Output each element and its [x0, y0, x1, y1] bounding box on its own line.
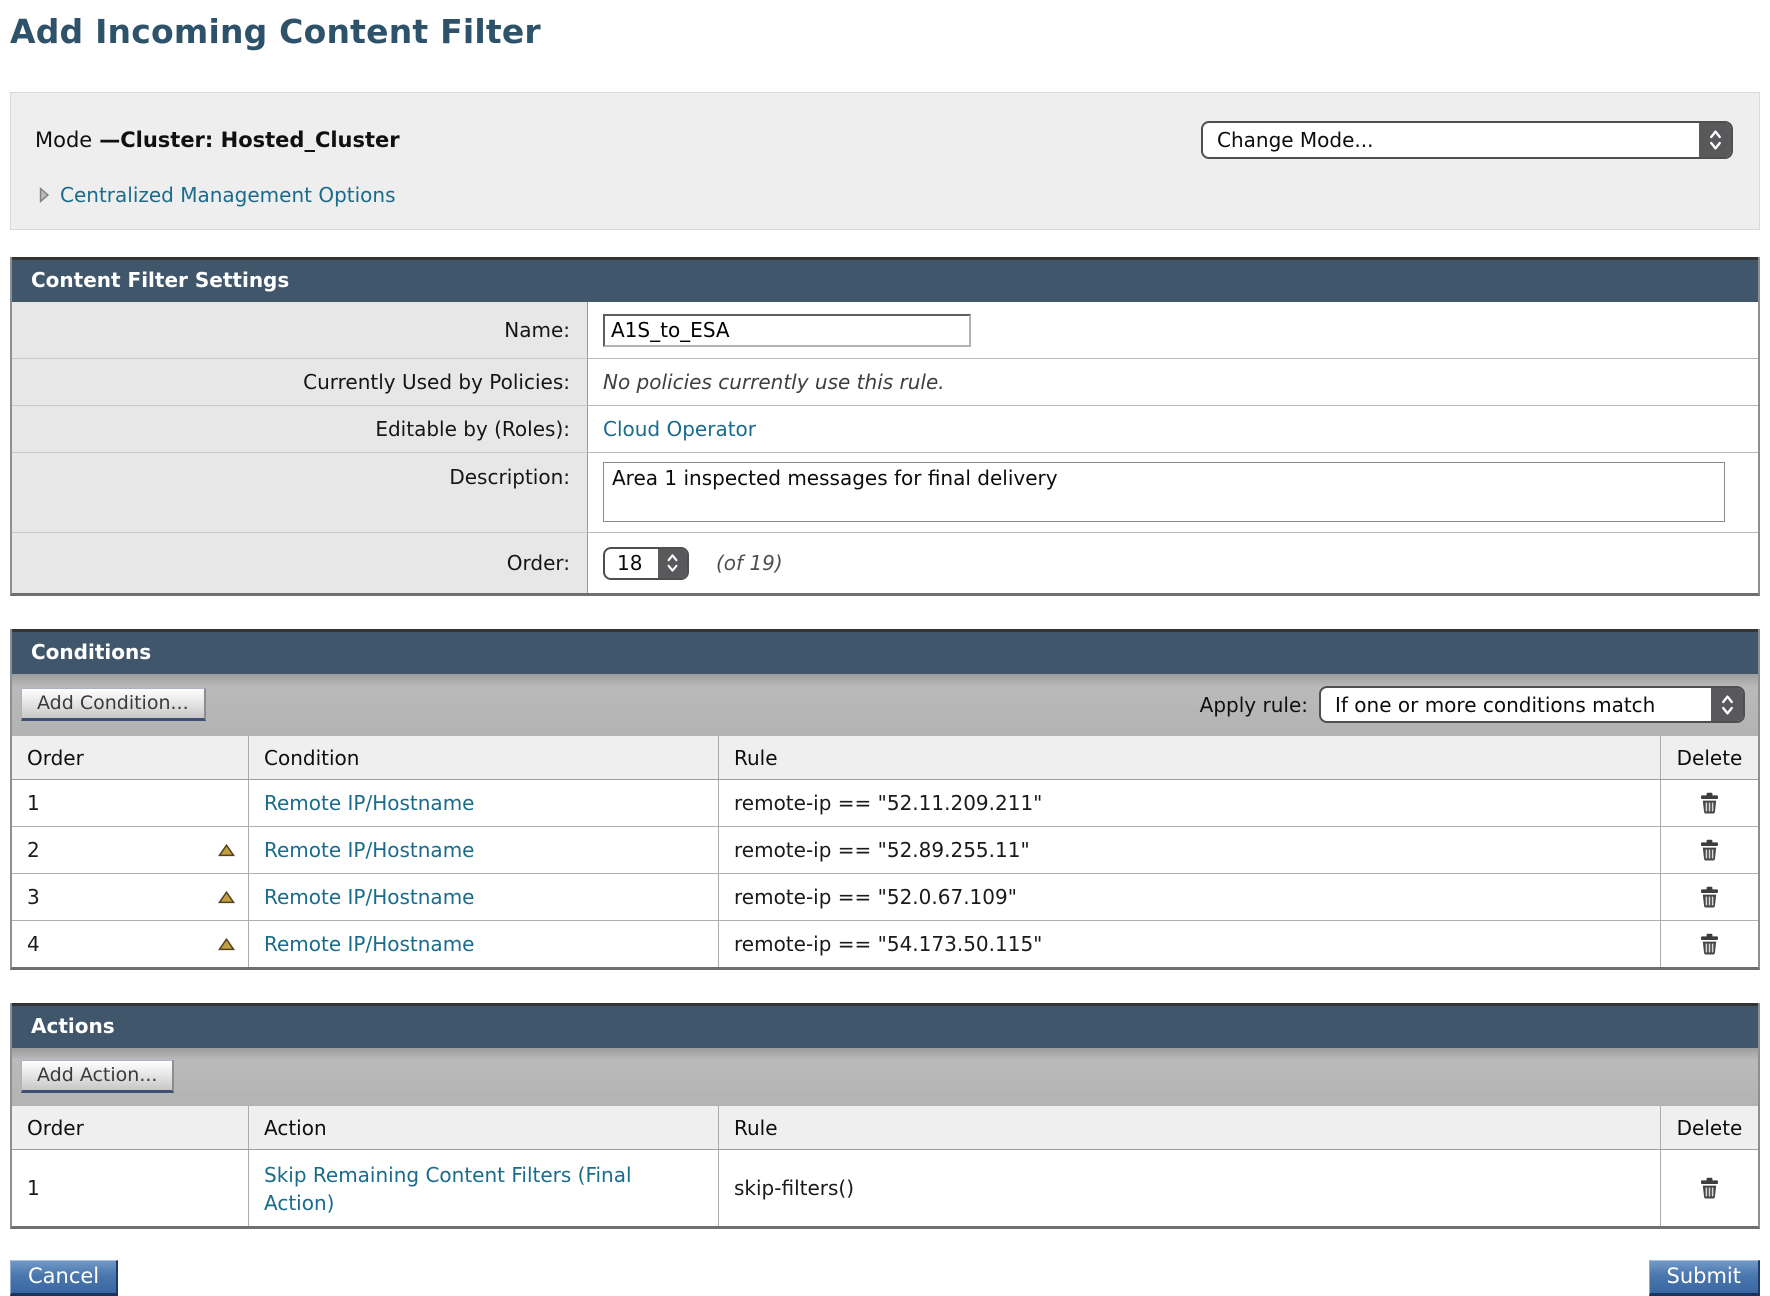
condition-row: 4 Remote IP/Hostname remote-ip == "54.17…: [12, 921, 1758, 967]
cancel-button[interactable]: Cancel: [10, 1260, 119, 1296]
condition-order: 4: [27, 932, 40, 956]
delete-condition-icon[interactable]: [1698, 933, 1721, 956]
column-header-rule: Rule: [718, 736, 1660, 779]
action-order: 1: [27, 1176, 40, 1200]
condition-rule: remote-ip == "52.89.255.11": [718, 827, 1660, 873]
apply-rule-label: Apply rule:: [1199, 692, 1308, 717]
condition-order: 3: [27, 885, 40, 909]
select-stepper-icon: [658, 548, 687, 578]
policies-label: Currently Used by Policies:: [12, 359, 588, 406]
select-stepper-icon: [1699, 123, 1731, 157]
condition-row: 1 Remote IP/Hostname remote-ip == "52.11…: [12, 780, 1758, 827]
apply-rule-select-value: If one or more conditions match: [1335, 692, 1656, 717]
move-up-icon[interactable]: [218, 890, 235, 904]
mode-value: —Cluster: Hosted_Cluster: [99, 128, 400, 152]
change-mode-select[interactable]: Change Mode...: [1201, 121, 1733, 159]
select-stepper-icon: [1711, 688, 1743, 721]
action-link[interactable]: Skip Remaining Content Filters (Final Ac…: [264, 1162, 632, 1215]
conditions-toolbar: Add Condition... Apply rule: If one or m…: [12, 674, 1758, 736]
column-header-delete: Delete: [1660, 736, 1758, 779]
delete-condition-icon[interactable]: [1698, 792, 1721, 815]
mode-panel: Mode —Cluster: Hosted_Cluster Change Mode…: [10, 92, 1760, 230]
page-title: Add Incoming Content Filter: [10, 12, 541, 51]
column-header-order: Order: [27, 1115, 84, 1140]
roles-label: Editable by (Roles):: [12, 406, 588, 453]
footer-bar: Cancel Submit: [10, 1260, 1760, 1296]
column-header-order: Order: [27, 745, 84, 770]
conditions-table-header: Order Condition Rule Delete: [12, 736, 1758, 780]
move-up-icon[interactable]: [218, 937, 235, 951]
column-header-rule: Rule: [718, 1106, 1660, 1149]
apply-rule-select[interactable]: If one or more conditions match: [1319, 686, 1745, 723]
conditions-panel-header: Conditions: [12, 629, 1758, 674]
policies-value: No policies currently use this rule.: [603, 370, 945, 394]
delete-condition-icon[interactable]: [1698, 886, 1721, 909]
description-label: Description:: [12, 453, 588, 533]
condition-link[interactable]: Remote IP/Hostname: [264, 791, 475, 815]
add-action-button[interactable]: Add Action...: [21, 1060, 175, 1093]
actions-panel-header: Actions: [12, 1003, 1758, 1048]
mode-text: Mode —Cluster: Hosted_Cluster: [35, 128, 400, 152]
condition-order: 2: [27, 838, 40, 862]
name-label: Name:: [12, 302, 588, 359]
delete-action-icon[interactable]: [1698, 1177, 1721, 1200]
condition-rule: remote-ip == "54.173.50.115": [718, 921, 1660, 967]
move-up-icon[interactable]: [218, 843, 235, 857]
action-row: 1 Skip Remaining Content Filters (Final …: [12, 1150, 1758, 1226]
actions-panel: Actions Add Action... Order Action Rule …: [10, 1003, 1760, 1229]
actions-table-header: Order Action Rule Delete: [12, 1106, 1758, 1150]
condition-row: 2 Remote IP/Hostname remote-ip == "52.89…: [12, 827, 1758, 874]
condition-link[interactable]: Remote IP/Hostname: [264, 885, 475, 909]
actions-toolbar: Add Action...: [12, 1048, 1758, 1106]
condition-rule: remote-ip == "52.0.67.109": [718, 874, 1660, 920]
content-filter-settings-panel: Content Filter Settings Name: Currently …: [10, 257, 1760, 596]
conditions-panel: Conditions Add Condition... Apply rule: …: [10, 629, 1760, 970]
order-select-value: 18: [617, 551, 643, 575]
action-rule: skip-filters(): [718, 1150, 1660, 1226]
condition-rule: remote-ip == "52.11.209.211": [718, 780, 1660, 826]
description-textarea[interactable]: Area 1 inspected messages for final deli…: [603, 462, 1725, 522]
name-input[interactable]: [603, 313, 971, 347]
submit-button[interactable]: Submit: [1648, 1260, 1760, 1296]
condition-row: 3 Remote IP/Hostname remote-ip == "52.0.…: [12, 874, 1758, 921]
order-select[interactable]: 18: [603, 546, 689, 580]
column-header-delete: Delete: [1660, 1106, 1758, 1149]
condition-order: 1: [27, 791, 40, 815]
settings-panel-header: Content Filter Settings: [12, 257, 1758, 302]
order-total: (of 19): [716, 551, 783, 575]
condition-link[interactable]: Remote IP/Hostname: [264, 932, 475, 956]
mode-label: Mode: [35, 128, 93, 152]
change-mode-select-value: Change Mode...: [1217, 128, 1374, 152]
order-label: Order:: [12, 533, 588, 593]
centralized-management-options-link[interactable]: Centralized Management Options: [60, 183, 396, 207]
add-condition-button[interactable]: Add Condition...: [21, 688, 206, 721]
condition-link[interactable]: Remote IP/Hostname: [264, 838, 475, 862]
expand-triangle-icon: [39, 187, 50, 203]
roles-value-link[interactable]: Cloud Operator: [603, 417, 757, 441]
column-header-condition: Condition: [248, 736, 718, 779]
column-header-action: Action: [248, 1106, 718, 1149]
delete-condition-icon[interactable]: [1698, 839, 1721, 862]
